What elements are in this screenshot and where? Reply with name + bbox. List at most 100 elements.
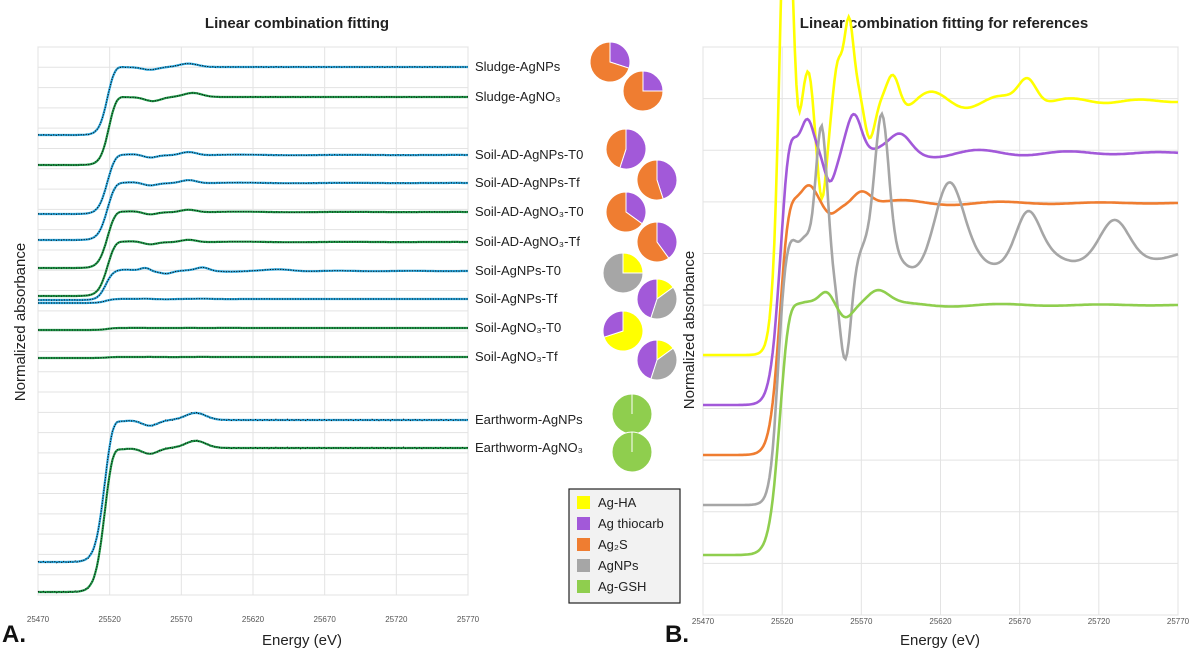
panel-b-gridlines [702,46,1179,616]
pie-chart [611,393,653,435]
panel-a-x-tick-label: 25470 [27,615,50,624]
legend-label: Ag-GSH [598,579,646,594]
legend-items: Ag-HA Ag thiocarb Ag₂S AgNPs Ag-GSH [577,495,664,594]
reference-curve [703,288,1178,557]
panel-a-x-tick-label: 25570 [170,615,193,624]
panel-a-spectra [37,62,469,594]
fit-curve [38,355,468,360]
panel-b-x-tick-label: 25520 [771,617,794,626]
data-curve [37,209,469,269]
pie-slice [642,70,664,92]
panel-a-x-tick-label: 25770 [457,615,480,624]
legend-swatch [577,538,590,551]
pie-slice [602,310,624,338]
data-curve [37,266,468,301]
sample-label: Earthworm-AgNO₃ [475,440,583,455]
legend-swatch [577,517,590,530]
panel-b-x-tick-label: 25720 [1088,617,1111,626]
panel-b-x-tick-label: 25620 [929,617,952,626]
reference-curve [703,111,1179,507]
panel-a-x-tick-labels: 25470 25520 25570 25620 25670 25720 25770 [27,615,480,624]
legend-swatch [577,559,590,572]
panel-b-x-tick-labels: 25470 25520 25570 25620 25670 25720 25770 [692,617,1190,626]
panel-a-x-tick-label: 25720 [385,615,408,624]
panel-a-x-tick-label: 25670 [314,615,337,624]
pie-slice [589,41,630,83]
sample-label: Earthworm-AgNPs [475,412,583,427]
pie-slice [636,278,658,319]
panel-a-pie-charts [589,41,678,473]
panel-b-x-tick-label: 25470 [692,617,715,626]
data-curve [37,179,469,241]
pie-chart [636,221,678,263]
sample-label: Soil-AgNPs-T0 [475,263,561,278]
pie-slice [625,191,647,225]
sample-label: Sludge-AgNPs [475,59,561,74]
panel-a-label: A. [2,621,26,648]
data-curve [37,151,469,215]
legend-label: Ag₂S [598,537,628,552]
fit-curve [38,326,468,332]
pie-slice [650,347,678,381]
pie-chart [602,252,644,294]
panel-a-x-tick-label: 25620 [242,615,265,624]
sample-label: Soil-AgNO₃-T0 [475,320,561,335]
pie-chart [636,159,678,201]
panel-b-title: Linear combination fitting for reference… [800,15,1088,32]
panel-a: Linear combination fitting 25470 25520 255… [2,15,678,649]
panel-b-y-axis-label: Normalized absorbance [681,251,698,409]
panel-b-x-tick-label: 25570 [850,617,873,626]
pie-chart [589,41,631,83]
sample-label: Soil-AgNPs-Tf [475,291,558,306]
pie-slice [636,339,658,380]
sample-label: Soil-AD-AgNO₃-Tf [475,234,580,249]
panel-b-label: B. [665,621,689,648]
panel-b-x-axis-label: Energy (eV) [900,632,980,649]
pie-chart [602,310,644,352]
legend-label: AgNPs [598,558,639,573]
data-curve [37,239,469,297]
pie-slice [636,221,670,263]
pie-slice [636,159,664,201]
panel-b-x-tick-label: 25670 [1009,617,1032,626]
data-curve [38,298,468,304]
data-curve [37,92,469,166]
pie-slice [605,191,643,233]
legend-swatch [577,496,590,509]
pie-slice [656,221,678,259]
legend-label: Ag-HA [598,495,637,510]
pie-chart [636,339,678,381]
pie-slice [622,70,664,112]
pie-chart [605,128,647,170]
panel-b: Linear combination fitting for reference… [665,0,1190,649]
pie-chart [605,191,647,233]
reference-curve [703,0,1178,357]
pie-slice [605,128,627,169]
pie-chart [636,278,678,320]
pie-slice [609,41,631,69]
panel-a-sample-labels: Sludge-AgNPs Sludge-AgNO₃ Soil-AD-AgNPs-T0… [475,59,584,455]
sample-label: Soil-AD-AgNPs-Tf [475,175,580,190]
sample-label: Soil-AD-AgNO₃-T0 [475,204,584,219]
data-curve [37,439,469,594]
sample-label: Sludge-AgNO₃ [475,89,561,104]
legend-label: Ag thiocarb [598,516,664,531]
panel-b-x-tick-label: 25770 [1167,617,1190,626]
panel-a-x-tick-label: 25520 [99,615,122,624]
sample-label: Soil-AgNO₃-Tf [475,349,558,364]
pie-chart [611,431,653,473]
panel-a-title: Linear combination fitting [205,15,389,32]
legend: Ag-HA Ag thiocarb Ag₂S AgNPs Ag-GSH [568,488,681,604]
panel-a-y-axis-label: Normalized absorbance [12,243,29,401]
pie-chart [622,70,664,112]
reference-curve [703,112,1179,407]
pie-slice [650,286,678,320]
reference-curve [703,183,1178,457]
sample-label: Soil-AD-AgNPs-T0 [475,147,583,162]
panel-a-x-axis-label: Energy (eV) [262,632,342,649]
panel-b-spectra [703,0,1179,557]
pie-slice [602,252,644,294]
legend-swatch [577,580,590,593]
pie-slice [622,252,644,274]
